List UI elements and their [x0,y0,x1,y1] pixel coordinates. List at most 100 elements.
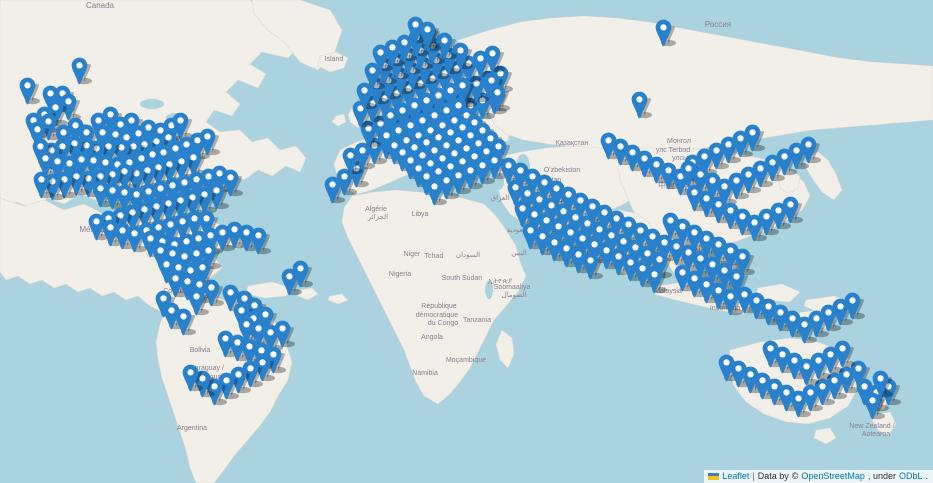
map-pin-icon[interactable] [19,77,40,105]
map-pin-icon[interactable] [230,366,251,394]
map-pin-icon[interactable] [864,392,885,420]
map-pin-icon[interactable] [798,358,819,386]
map-pin-icon[interactable] [218,372,239,400]
map-pin-icon[interactable] [372,44,393,72]
map-pin-icon[interactable] [631,91,652,119]
map-pin-icon[interactable] [708,142,729,170]
map-pin-icon[interactable] [199,128,220,156]
map-pin-icon[interactable] [360,120,381,148]
map-pin-icon[interactable] [796,316,817,344]
map-label: Bolivia [190,347,211,354]
map-pin-icon[interactable] [336,168,357,196]
map-pin-icon[interactable] [426,178,447,206]
map-pin-icon[interactable] [56,171,77,199]
map-pin-icon[interactable] [764,154,785,182]
map-pin-icon[interactable] [452,42,473,70]
openstreetmap-link[interactable]: OpenStreetMap [801,471,865,481]
map-pin-icon[interactable] [744,124,765,152]
map-pin-icon[interactable] [182,364,203,392]
map-pin-icon[interactable] [582,252,603,280]
map-pin-icon[interactable] [194,370,215,398]
map-pin-icon[interactable] [489,84,510,112]
map-pin-icon[interactable] [722,288,743,316]
odbl-license-link[interactable]: ODbL [898,471,923,481]
map-pin-icon[interactable] [88,213,109,241]
map-pin-icon[interactable] [776,148,797,176]
map-pin-icon[interactable] [746,214,767,242]
map-pin-icon[interactable] [203,279,224,307]
map-pin-icon[interactable] [126,225,147,253]
map-pin-icon[interactable] [354,142,375,170]
map-pin-icon[interactable] [188,288,209,316]
map-pin-icon[interactable] [175,308,196,336]
map-pin-icon[interactable] [720,136,741,164]
map-pin-icon[interactable] [419,21,440,49]
map-pin-icon[interactable] [486,152,507,180]
map-pin-icon[interactable] [364,62,385,90]
map-pin-icon[interactable] [214,224,235,252]
map-pin-icon[interactable] [646,266,667,294]
map-pin-icon[interactable] [438,172,459,200]
map-pin-icon[interactable] [732,130,753,158]
map-pin-icon[interactable] [356,82,377,110]
map-pin-icon[interactable] [740,166,761,194]
map-pin-icon[interactable] [208,182,229,210]
map-pin-icon[interactable] [33,171,54,199]
map-pin-icon[interactable] [826,372,847,400]
map-attribution[interactable]: Leaflet | Data by © OpenStreetMap , unde… [704,470,933,483]
map-pin-icon[interactable] [242,360,263,388]
map-pin-icon[interactable] [802,384,823,412]
map-pin-icon[interactable] [68,168,89,196]
map-pin-icon[interactable] [265,346,286,374]
map-pin-icon[interactable] [832,298,853,326]
map-pin-icon[interactable] [450,167,471,195]
map-pin-icon[interactable] [222,169,243,197]
map-pin-icon[interactable] [655,19,676,47]
map-pin-icon[interactable] [384,39,405,67]
map-pin-icon[interactable] [808,310,829,338]
map-pin-icon[interactable] [800,136,821,164]
leaflet-link[interactable]: Leaflet [722,471,750,481]
map-pin-icon[interactable] [782,196,803,224]
map-pin-icon[interactable] [872,370,893,398]
map-pin-icon[interactable] [814,378,835,406]
map-pin-icon[interactable] [468,75,489,103]
map-pin-icon[interactable] [436,32,457,60]
map-pin-icon[interactable] [810,352,831,380]
map-pin-icon[interactable] [758,208,779,236]
map-pin-icon[interactable] [474,92,495,120]
map-pin-icon[interactable] [822,346,843,374]
map-pin-icon[interactable] [790,390,811,418]
map-pin-icon[interactable] [462,162,483,190]
map-pin-icon[interactable] [460,55,481,83]
map-pin-icon[interactable] [734,248,755,276]
map-pin-icon[interactable] [200,242,221,270]
map-pin-icon[interactable] [838,366,859,394]
map-pin-icon[interactable] [71,57,92,85]
map-pin-icon[interactable] [728,172,749,200]
map-pin-icon[interactable] [366,137,387,165]
map-pin-icon[interactable] [324,176,345,204]
map-pin-icon[interactable] [254,354,275,382]
map-pin-icon[interactable] [788,142,809,170]
map-pin-icon[interactable] [281,268,302,296]
map-pin-icon[interactable] [250,227,271,255]
map-pin-icon[interactable] [102,219,123,247]
map-pin-icon[interactable] [47,99,68,127]
map-pin-icon[interactable] [474,157,495,185]
map-pin-icon[interactable] [844,292,865,320]
map-pin-icon[interactable] [472,50,493,78]
map-pin-icon[interactable] [820,304,841,332]
map-pin-icon[interactable] [752,160,773,188]
map-pin-icon[interactable] [834,340,855,368]
map-pin-icon[interactable] [274,320,295,348]
map-pin-icon[interactable] [484,45,505,73]
map-pin-icon[interactable] [492,65,513,93]
map-pin-icon[interactable] [770,202,791,230]
map-pin-icon[interactable] [206,378,227,406]
map-pin-icon[interactable] [396,34,417,62]
map-pin-icon[interactable] [292,260,313,288]
map-pin-icon[interactable] [342,147,363,175]
